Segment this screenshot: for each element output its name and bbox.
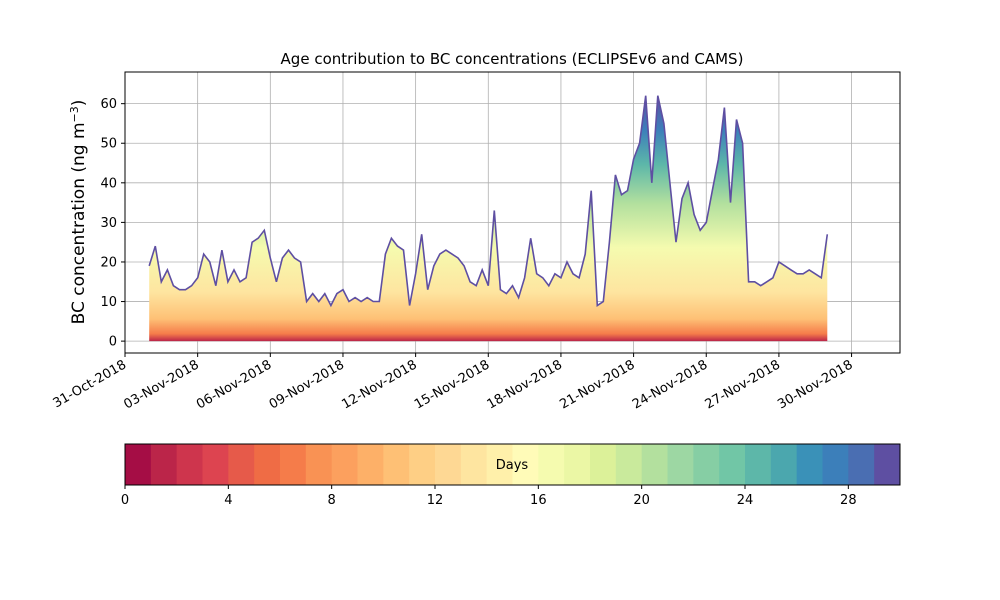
- chart-title: Age contribution to BC concentrations (E…: [281, 50, 744, 68]
- colorbar-swatch: [435, 444, 462, 485]
- x-axis-ticks: 31-Oct-201803-Nov-201806-Nov-201809-Nov-…: [51, 353, 856, 412]
- x-tick-label: 09-Nov-2018: [267, 357, 347, 412]
- x-tick-label: 21-Nov-2018: [557, 357, 637, 412]
- y-tick-label: 50: [100, 137, 117, 152]
- y-tick-label: 60: [100, 97, 117, 112]
- x-tick-label: 12-Nov-2018: [339, 357, 419, 412]
- colorbar-tick-label: 4: [224, 493, 232, 508]
- x-tick-label: 03-Nov-2018: [121, 357, 201, 412]
- y-axis-ticks: 0 10 20 30 40 50 60: [100, 97, 125, 350]
- stacked-age-area: [148, 95, 829, 342]
- colorbar-tick-label: 16: [530, 493, 547, 508]
- x-tick-label: 24-Nov-2018: [630, 357, 710, 412]
- colorbar-label: Days: [496, 458, 529, 473]
- colorbar-swatch: [150, 444, 178, 485]
- y-axis-label-text: BC concentration (ng m: [69, 122, 89, 324]
- colorbar-swatch: [331, 444, 358, 485]
- y-tick-label: 10: [100, 295, 117, 310]
- colorbar-swatch: [409, 444, 436, 485]
- colorbar-swatch: [615, 444, 643, 485]
- colorbar-tick-label: 12: [427, 493, 444, 508]
- colorbar-swatch: [874, 444, 901, 485]
- colorbar-frame: [124, 443, 901, 486]
- colorbar-swatch: [228, 444, 255, 485]
- colorbar-swatch: [590, 444, 617, 485]
- colorbar-swatch: [460, 444, 488, 485]
- colorbar: [125, 444, 901, 485]
- colorbar-tick-label: 28: [840, 493, 857, 508]
- colorbar-tick-label: 20: [633, 493, 650, 508]
- colorbar-swatch: [512, 444, 539, 485]
- colorbar-swatch: [202, 444, 229, 485]
- y-tick-label: 20: [100, 255, 117, 270]
- colorbar-swatch: [719, 444, 746, 485]
- colorbar-ticks: 0 4 8 12 16 20 24 28: [121, 485, 857, 508]
- y-axis-label-close: ): [69, 100, 89, 107]
- plot-frame: [124, 71, 901, 354]
- colorbar-swatch: [486, 444, 513, 485]
- x-tick-label: 31-Oct-2018: [51, 357, 129, 411]
- colorbar-tick-label: 8: [328, 493, 336, 508]
- colorbar-swatch: [667, 444, 694, 485]
- x-tick-label: 06-Nov-2018: [194, 357, 274, 412]
- y-tick-label: 40: [100, 176, 117, 191]
- colorbar-swatch: [770, 444, 798, 485]
- colorbar-swatch: [848, 444, 875, 485]
- colorbar-swatch: [745, 444, 772, 485]
- colorbar-swatch: [564, 444, 591, 485]
- colorbar-swatch: [254, 444, 281, 485]
- y-axis-label-superscript: −3: [68, 106, 81, 122]
- colorbar-swatch: [641, 444, 668, 485]
- colorbar-tick-label: 0: [121, 493, 129, 508]
- colorbar-swatch: [383, 444, 410, 485]
- x-tick-label: 18-Nov-2018: [485, 357, 565, 412]
- colorbar-tick-label: 24: [737, 493, 754, 508]
- y-tick-label: 30: [100, 216, 117, 231]
- colorbar-swatch: [796, 444, 823, 485]
- colorbar-swatch: [538, 444, 565, 485]
- x-tick-label: 27-Nov-2018: [703, 357, 783, 412]
- y-axis-label: BC concentration (ng m−3): [68, 100, 90, 325]
- colorbar-swatch: [305, 444, 333, 485]
- colorbar-swatch: [693, 444, 720, 485]
- colorbar-swatch: [125, 444, 152, 485]
- y-tick-label: 0: [109, 335, 117, 350]
- colorbar-swatch: [176, 444, 203, 485]
- x-tick-label: 30-Nov-2018: [775, 357, 855, 412]
- total-bc-area: [149, 95, 828, 342]
- colorbar-swatch: [357, 444, 384, 485]
- colorbar-swatch: [280, 444, 307, 485]
- colorbar-swatch: [822, 444, 849, 485]
- x-tick-label: 15-Nov-2018: [412, 357, 492, 412]
- oldest-age-envelope: [148, 95, 829, 308]
